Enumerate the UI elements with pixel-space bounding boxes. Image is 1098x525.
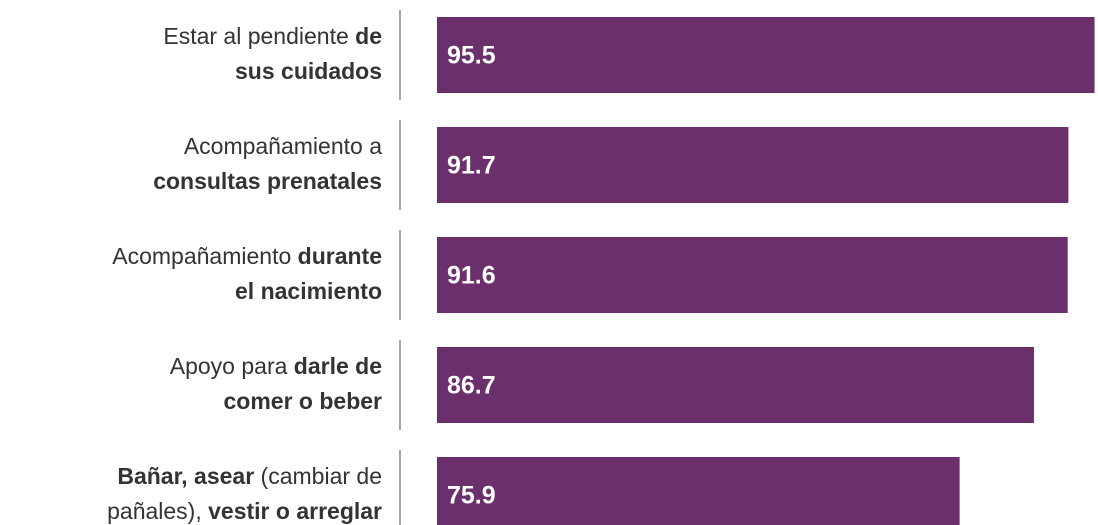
label-part: Apoyo para (170, 353, 294, 379)
category-label: Bañar, asear (cambiar de (117, 463, 382, 489)
label-part: Estar al pendiente (163, 23, 355, 49)
bar (437, 127, 1069, 203)
category-label: Acompañamiento a (184, 133, 382, 159)
value-label: 91.7 (447, 152, 496, 180)
label-part: consultas prenatales (153, 168, 382, 194)
category-label: el nacimiento (235, 278, 382, 304)
category-label: Estar al pendiente de (163, 23, 382, 49)
label-part: sus cuidados (235, 58, 382, 84)
bar (437, 347, 1034, 423)
value-label: 86.7 (447, 372, 496, 400)
label-part: de (355, 23, 382, 49)
bar (437, 457, 960, 525)
label-part: comer o beber (224, 388, 383, 414)
label-part: vestir o arreglar (208, 498, 382, 524)
label-part: Bañar, asear (117, 463, 254, 489)
label-part: Acompañamiento (112, 243, 297, 269)
value-label: 95.5 (447, 42, 496, 70)
label-part: el nacimiento (235, 278, 382, 304)
category-label: consultas prenatales (153, 168, 382, 194)
bar (437, 237, 1068, 313)
category-label: Acompañamiento durante (112, 243, 382, 269)
category-label: Apoyo para darle de (170, 353, 382, 379)
category-label: sus cuidados (235, 58, 382, 84)
category-label: comer o beber (224, 388, 383, 414)
label-part: (cambiar de (254, 463, 382, 489)
value-label: 91.6 (447, 262, 496, 290)
value-label: 75.9 (447, 482, 496, 510)
bar (437, 17, 1095, 93)
label-part: durante (298, 243, 382, 269)
category-label: pañales), vestir o arreglar (107, 498, 382, 524)
label-part: Acompañamiento a (184, 133, 382, 159)
label-part: pañales), (107, 498, 208, 524)
label-part: darle de (294, 353, 382, 379)
